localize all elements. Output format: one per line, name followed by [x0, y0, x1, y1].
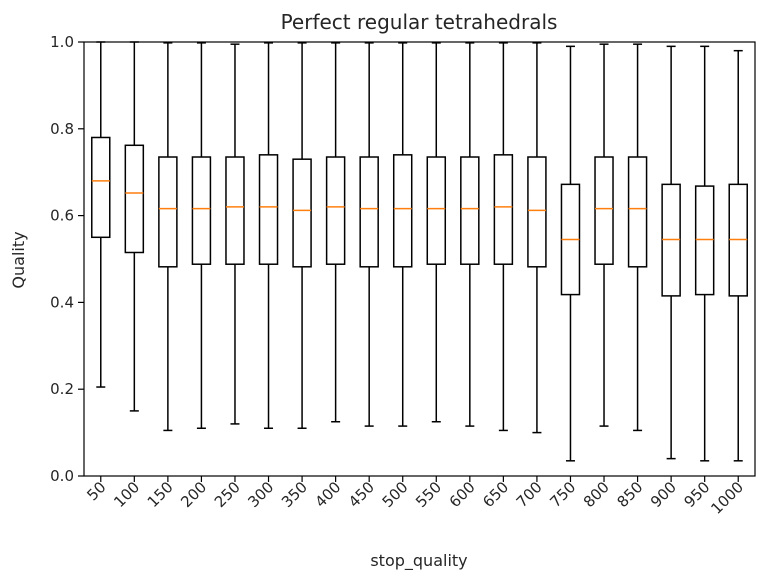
- box-300: [258, 42, 279, 430]
- box-iqr: [325, 156, 346, 265]
- box-350: [292, 42, 312, 430]
- x-tick-label: 100: [110, 478, 143, 511]
- y-tick-label: 0.4: [50, 293, 74, 311]
- x-tick-label: 450: [345, 478, 378, 511]
- axes-frame: [83, 41, 756, 477]
- y-tick-label: 0.8: [50, 120, 74, 138]
- x-tick-label: 850: [613, 478, 646, 511]
- box-100: [124, 41, 145, 412]
- box-850: [627, 43, 648, 432]
- y-axis-label: Quality: [9, 231, 28, 288]
- box-iqr: [158, 156, 178, 268]
- y-tick-label: 0.2: [50, 380, 74, 398]
- box-iqr: [527, 156, 547, 268]
- x-tick-label: 350: [278, 478, 311, 511]
- y-tick-label: 0.0: [50, 467, 74, 485]
- x-tick-label: 400: [311, 478, 344, 511]
- box-950: [694, 45, 715, 462]
- box-iqr: [292, 158, 312, 268]
- box-iqr: [359, 156, 379, 268]
- x-tick-label: 250: [211, 478, 244, 511]
- box-iqr: [426, 156, 447, 265]
- chart-title: Perfect regular tetrahedrals: [281, 10, 558, 34]
- box-250: [225, 43, 245, 425]
- box-450: [359, 42, 379, 427]
- x-tick-label: 550: [412, 478, 445, 511]
- x-tick-label: 200: [177, 478, 210, 511]
- box-50: [91, 41, 111, 388]
- box-500: [392, 42, 413, 427]
- x-tick-label: 700: [513, 478, 546, 511]
- box-iqr: [460, 156, 480, 265]
- box-1000: [728, 49, 748, 462]
- box-iqr: [258, 154, 279, 265]
- x-tick-label: 600: [446, 478, 479, 511]
- box-iqr: [627, 156, 648, 268]
- box-iqr: [493, 154, 514, 265]
- y-tick-label: 1.0: [50, 33, 74, 51]
- box-650: [493, 42, 514, 432]
- box-750: [560, 45, 581, 462]
- box-800: [594, 43, 614, 427]
- x-tick-label: 750: [546, 478, 579, 511]
- y-tick-label: 0.6: [50, 207, 74, 225]
- x-tick-label: 650: [479, 478, 512, 511]
- x-tick-label: 50: [83, 478, 109, 504]
- box-900: [661, 45, 681, 460]
- box-iqr: [225, 156, 245, 265]
- box-iqr: [124, 144, 145, 254]
- box-iqr: [594, 156, 614, 265]
- box-iqr: [392, 154, 413, 268]
- box-iqr: [191, 156, 212, 265]
- x-tick-label: 150: [144, 478, 177, 511]
- box-550: [426, 42, 447, 423]
- plot-area: 0.0 0.2 0.4 0.6 0.8 1.0 50 100 150 200 250 300 350 40…: [50, 33, 756, 518]
- x-tick-label: 500: [379, 478, 412, 511]
- box-700: [527, 42, 547, 434]
- x-tick-label: 900: [647, 478, 680, 511]
- x-axis-label: stop_quality: [370, 551, 467, 571]
- box-400: [325, 42, 346, 423]
- box-600: [460, 42, 480, 427]
- x-tick-label: 1000: [707, 478, 747, 518]
- x-tick-label: 800: [580, 478, 613, 511]
- box-iqr: [694, 185, 715, 296]
- box-150: [158, 42, 178, 432]
- box-200: [191, 42, 212, 430]
- x-tick-label: 300: [244, 478, 277, 511]
- box-iqr: [91, 136, 111, 239]
